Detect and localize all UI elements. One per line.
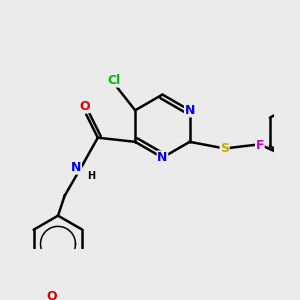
Text: F: F <box>256 140 264 152</box>
Text: O: O <box>79 100 90 113</box>
Text: H: H <box>87 171 95 181</box>
Text: N: N <box>184 104 195 117</box>
Text: N: N <box>157 151 168 164</box>
Text: N: N <box>71 161 81 174</box>
Text: S: S <box>220 142 229 155</box>
Text: Cl: Cl <box>107 74 120 87</box>
Text: O: O <box>46 290 57 300</box>
